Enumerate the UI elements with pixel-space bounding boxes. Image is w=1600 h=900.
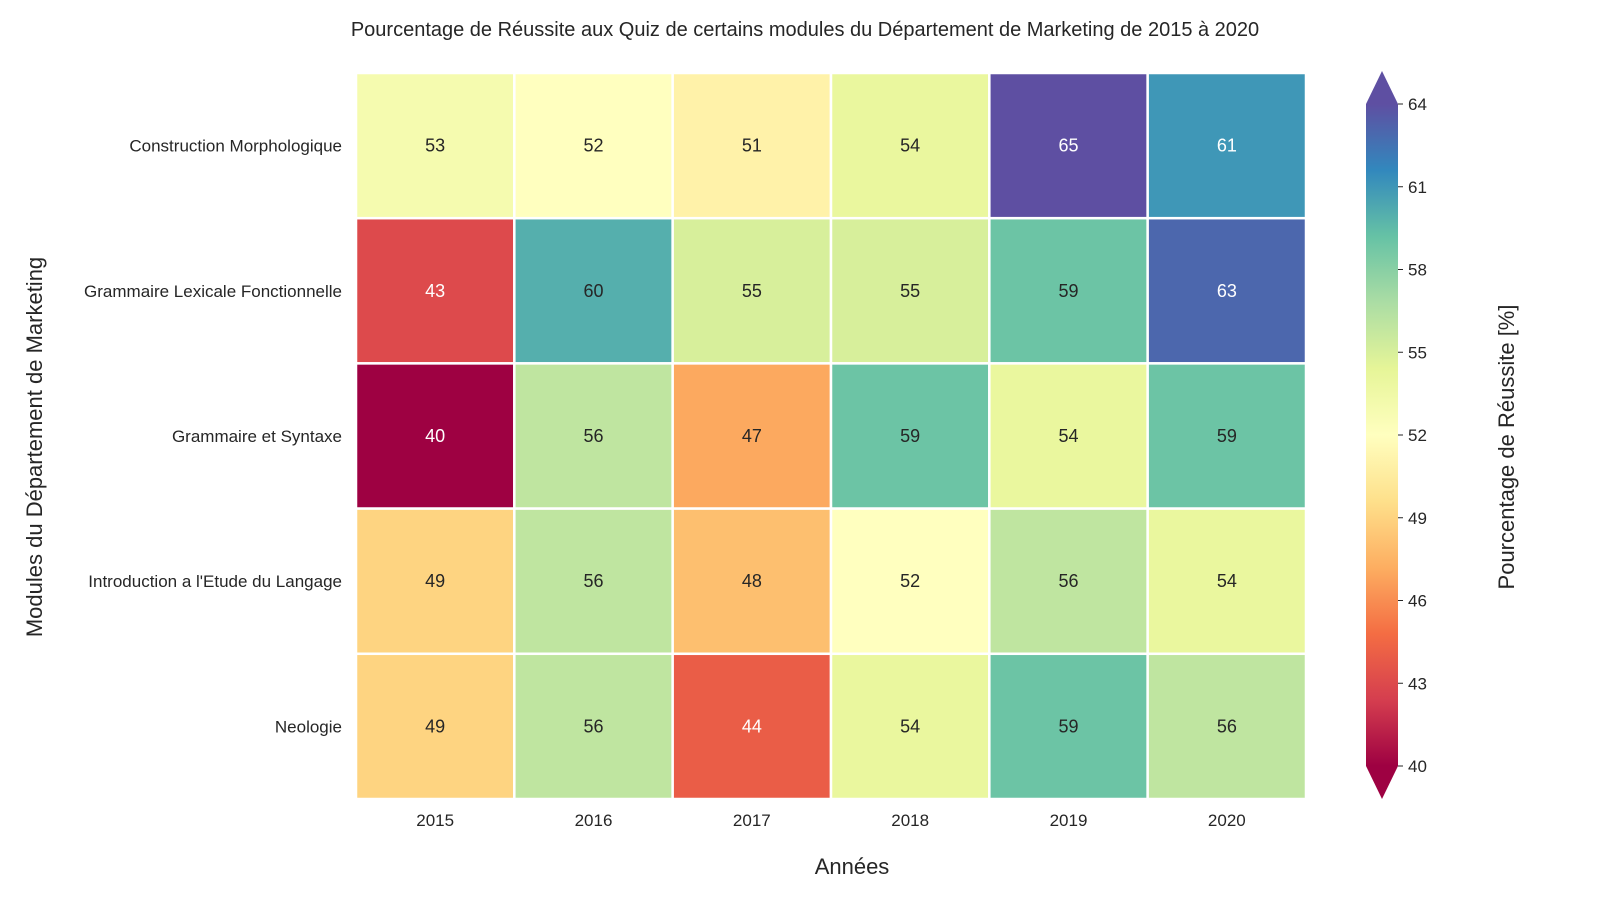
heatmap-cell [513,71,674,220]
colorbar-extend-min [1366,766,1398,799]
cell-value-label: 55 [742,281,762,301]
heatmap-cell [988,652,1149,801]
heatmap-cell [1146,652,1308,801]
heatmap-cell [354,652,516,801]
y-tick-labels: Construction Morphologique Grammaire Lexi… [84,137,342,737]
heatmap-cell [1146,362,1308,510]
heatmap-cell [671,507,833,656]
cell-value-label: 43 [425,281,445,301]
cell-value-label: 63 [1217,281,1237,301]
heatmap-cell [829,652,991,801]
cell-value-label: 53 [425,136,445,156]
cell-value-label: 56 [583,571,603,591]
cell-value-label: 59 [1058,281,1078,301]
heatmap-cell [988,507,1149,656]
x-tick-label: 2016 [575,811,613,830]
cell-value-label: 59 [1058,716,1078,736]
heatmap-cell [829,362,991,510]
colorbar-tick-label: 58 [1408,261,1427,280]
y-tick-label: Grammaire et Syntaxe [172,427,342,446]
cell-value-label: 56 [1058,571,1078,591]
cell-value-label: 54 [1217,571,1237,591]
colorbar-tick-label: 49 [1408,509,1427,528]
cell-value-label: 44 [742,716,762,736]
colorbar-tick-label: 55 [1408,343,1427,362]
heatmap-cell [354,507,516,656]
colorbar-extend-max [1366,71,1398,104]
colorbar-tick-label: 52 [1408,426,1427,445]
cell-value-label: 60 [583,281,603,301]
cell-value-label: 56 [1217,716,1237,736]
cell-value-label: 52 [583,136,603,156]
cell-value-label: 52 [900,571,920,591]
colorbar-gradient [1366,104,1398,766]
heatmap-cell [829,216,991,365]
y-tick-label: Grammaire Lexicale Fonctionnelle [84,282,342,301]
colorbar-tick-label: 46 [1408,592,1427,611]
cell-value-label: 54 [1058,426,1078,446]
colorbar-tick-label: 64 [1408,95,1427,114]
y-axis-label: Modules du Département de Marketing [22,257,47,637]
x-tick-label: 2019 [1050,811,1088,830]
heatmap-cell [671,652,833,801]
colorbar-tick-label: 40 [1408,757,1427,776]
heatmap-cell [671,71,833,220]
cell-value-label: 59 [900,426,920,446]
cell-value-label: 55 [900,281,920,301]
x-tick-label: 2020 [1208,811,1246,830]
chart-title: Pourcentage de Réussite aux Quiz de cert… [351,19,1259,41]
heatmap-cell [354,71,516,220]
cell-value-label: 51 [742,136,762,156]
y-tick-label: Construction Morphologique [129,137,342,156]
cell-value-label: 54 [900,136,920,156]
y-tick-label: Introduction a l'Etude du Langage [88,572,342,591]
colorbar: 40 43 46 49 52 55 58 61 64 [1366,71,1427,799]
cell-value-label: 49 [425,716,445,736]
cell-value-label: 54 [900,716,920,736]
heatmap-cell [513,216,674,365]
cell-value-label: 65 [1058,136,1078,156]
heatmap-cell [988,362,1149,510]
cell-value-label: 56 [583,426,603,446]
heatmap-cells: 53 52 51 54 65 61 43 60 55 55 59 63 40 56 47 59 54 59 49 56… [354,71,1308,801]
cell-value-label: 61 [1217,136,1237,156]
heatmap-cell [1146,216,1308,365]
x-tick-labels: 2015 2016 2017 2018 2019 2020 [416,811,1245,830]
cell-value-label: 47 [742,426,762,446]
x-tick-label: 2017 [733,811,771,830]
heatmap-cell [513,362,674,510]
x-axis-label: Années [815,854,890,879]
colorbar-tick-label: 43 [1408,674,1427,693]
cell-value-label: 40 [425,426,445,446]
heatmap-cell [1146,71,1308,220]
cell-value-label: 59 [1217,426,1237,446]
x-tick-label: 2018 [891,811,929,830]
x-tick-label: 2015 [416,811,454,830]
colorbar-label: Pourcentage de Réussite [%] [1494,305,1519,590]
heatmap-cell [829,507,991,656]
heatmap-cell [1146,507,1308,656]
y-tick-label: Neologie [275,717,342,736]
cell-value-label: 49 [425,571,445,591]
cell-value-label: 56 [583,716,603,736]
cell-value-label: 48 [742,571,762,591]
heatmap-cell [513,507,674,656]
colorbar-tick-label: 61 [1408,178,1427,197]
